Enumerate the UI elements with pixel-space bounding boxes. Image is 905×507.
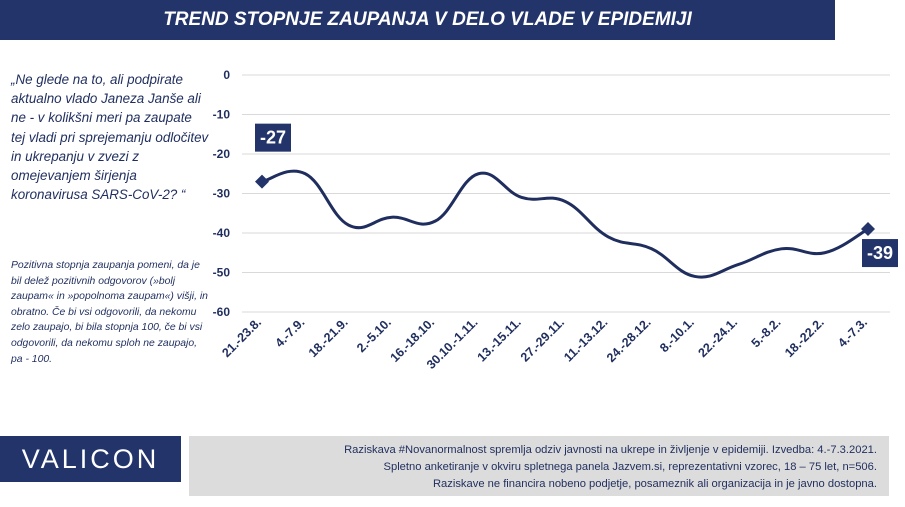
data-point-marker <box>861 222 875 237</box>
footer-line-1: Raziskava #Novanormalnost spremlja odziv… <box>344 444 877 456</box>
y-tick-label: -10 <box>213 108 231 122</box>
chart-title: TREND STOPNJE ZAUPANJA V DELO VLADE V EP… <box>0 0 835 40</box>
x-tick-label: 4.-7.9. <box>272 315 307 350</box>
x-tick-label: 18.-21.9. <box>306 315 351 360</box>
footer-line-2: Spletno anketiranje v okviru spletnega p… <box>383 461 877 473</box>
footer-line-3: Raziskave ne financira nobeno podjetje, … <box>432 478 877 490</box>
data-label: -27 <box>260 128 286 148</box>
x-tick-label: 13.-15.11. <box>475 315 524 364</box>
x-tick-label: 27.-29.11. <box>518 315 567 364</box>
y-tick-label: -40 <box>213 226 231 240</box>
y-tick-label: -60 <box>213 305 231 319</box>
data-label: -39 <box>867 243 893 263</box>
x-tick-label: 21.-23.8. <box>219 315 264 360</box>
x-tick-label: 8.-10.1. <box>657 315 697 355</box>
x-tick-label: 24.-28.12. <box>604 315 654 365</box>
x-tick-label: 2.-5.10. <box>354 315 394 355</box>
trust-trend-chart: 0 -10 -20 -30 -40 -50 -60 21.-23.8. 4.-7.9. 18.-2… <box>200 55 905 415</box>
y-tick-label: -50 <box>213 266 231 280</box>
y-tick-label: 0 <box>223 68 230 82</box>
x-tick-label: 18.-22.2. <box>782 315 827 360</box>
data-point-marker <box>255 174 269 189</box>
footer-info: Raziskava #Novanormalnost spremlja odziv… <box>189 436 889 496</box>
data-label-box <box>255 123 291 152</box>
valicon-logo: VALICON <box>0 436 181 482</box>
x-tick-label: 4.-7.3. <box>835 315 870 350</box>
x-tick-label: 5.-8.2. <box>749 315 784 350</box>
x-tick-label: 22.-24.1. <box>695 315 740 360</box>
y-tick-label: -30 <box>213 187 231 201</box>
survey-question: „Ne glede na to, ali podpirate aktualno … <box>11 72 209 203</box>
methodology-note: Pozitivna stopnja zaupanja pomeni, da je… <box>11 260 208 365</box>
data-label-box <box>862 239 898 268</box>
trust-series-line <box>261 169 869 279</box>
x-tick-label: 11.-13.12. <box>561 315 610 364</box>
y-tick-label: -20 <box>213 147 231 161</box>
